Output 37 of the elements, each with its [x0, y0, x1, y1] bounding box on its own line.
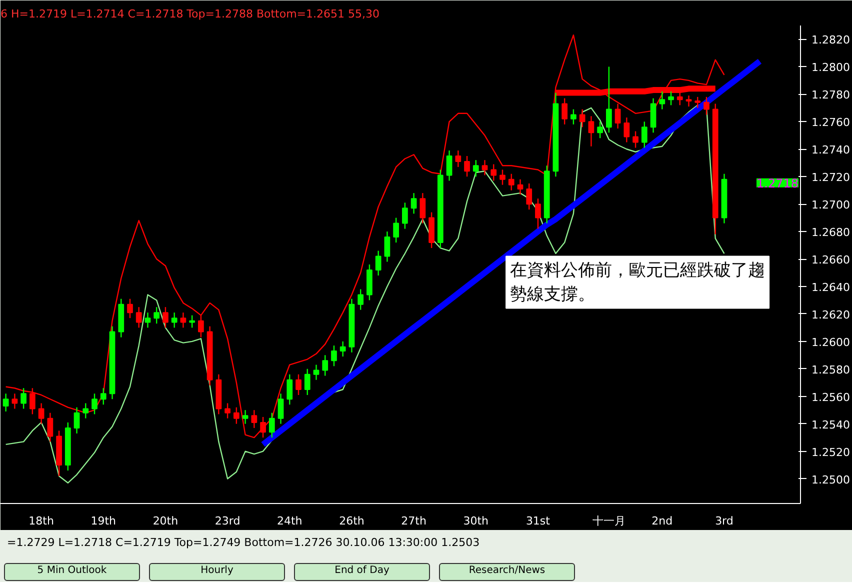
text: Hourly: [200, 564, 234, 578]
y-tick-label: 1.2560: [812, 390, 850, 404]
x-tick-label: 26th: [339, 514, 364, 528]
y-tick-label: 1.2520: [812, 446, 850, 459]
x-tick-label: 18th: [28, 514, 54, 528]
y-tick-label: 1.2600: [812, 336, 850, 349]
x-tick-label: 23rd: [214, 514, 240, 528]
text: End of Day: [334, 564, 390, 578]
x-tick-label: 十一月: [592, 514, 626, 528]
x-tick-label: 20th: [152, 514, 178, 528]
y-tick-label: 1.2760: [812, 116, 850, 130]
y-tick-label: 1.2700: [812, 198, 850, 212]
y-tick-label: 1.2660: [812, 254, 850, 267]
x-tick-label: 27th: [401, 514, 426, 528]
chart-title: 6 H=1.2719 L=1.2714 C=1.2718 Top=1.2788 Bottom=1.2651 55,30: [0, 8, 380, 20]
x-tick-label: 2nd: [652, 514, 673, 528]
y-tick-label: 1.2800: [812, 61, 850, 74]
text: =1.2729 L=1.2718 C=1.2719 Top=1.2749 Bottom=1.2726 30.10.06 13:30:00 1.2503: [7, 535, 480, 551]
x-tick-label: 31st: [526, 514, 551, 528]
y-tick-label: 1.2780: [812, 88, 850, 102]
x-tick-label: 30th: [463, 514, 489, 528]
x-tick-label: 24th: [276, 514, 302, 528]
y-tick-label: 1.2820: [812, 34, 850, 47]
x-tick-label: 19th: [90, 514, 116, 528]
y-tick-label: 1.2720: [812, 171, 850, 184]
y-tick-label: 1.2540: [812, 418, 850, 432]
y-tick-label: 1.2680: [812, 226, 850, 240]
y-tick-label: 1.2740: [812, 144, 850, 157]
y-tick-label: 1.2620: [812, 308, 850, 322]
x-tick-label: 3rd: [715, 514, 734, 528]
annotation: 1.2718: [756, 176, 798, 190]
text: 5 Min Outlook: [37, 564, 107, 578]
y-tick-label: 1.2500: [812, 473, 850, 486]
y-tick-label: 1.2640: [812, 280, 850, 294]
annotation: 在資料公佈前，歐元已經跌破了趨勢線支撐。: [510, 260, 766, 304]
text: Research/News: [468, 564, 546, 578]
y-tick-label: 1.2580: [812, 363, 850, 376]
